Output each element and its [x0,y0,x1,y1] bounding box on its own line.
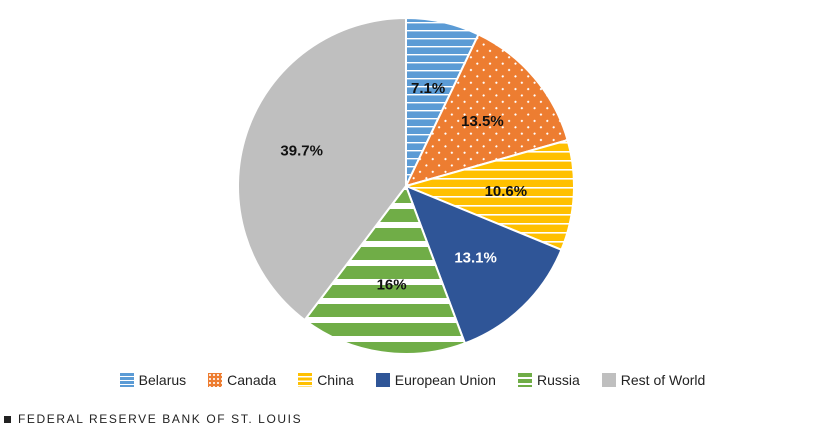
legend-swatch-rest-of-world [601,373,616,387]
legend-label-belarus: Belarus [138,372,187,388]
legend-swatch-russia [517,373,532,387]
slice-label-rest-of-world: 39.7% [280,143,323,160]
footer-square-icon [4,415,11,423]
legend-label-russia: Russia [536,372,580,388]
legend-item-canada: Canada [208,372,276,388]
legend-label-china: China [317,372,354,388]
legend-swatch-canada [208,373,223,387]
slice-label-russia: 16% [377,276,407,293]
legend-item-russia: Russia [517,372,580,388]
slice-rest-of-world [237,16,407,322]
footer-source: FEDERAL RESERVE BANK OF ST. LOUIS [18,412,303,426]
slice-label-european-union: 13.1% [454,249,497,266]
legend-label-european-union: European Union [394,372,496,388]
legend-label-canada: Canada [227,372,277,388]
slice-russia [303,183,467,355]
legend-item-rest-of-world: Rest of World [601,372,706,388]
legend-item-european-union: European Union [375,372,496,388]
slice-label-belarus: 7.1% [411,80,445,97]
pie-labels: 7.1% 13.5% 10.6% 13.1% 16% 39.7% [280,80,527,293]
legend-label-rest-of-world: Rest of World [620,372,706,388]
pie-slices [237,16,575,355]
pie-chart: 7.1% 13.5% 10.6% 13.1% 16% 39.7% [237,16,575,355]
legend-item-china: China [298,372,354,388]
legend-item-belarus: Belarus [119,372,187,388]
slice-label-china: 10.6% [485,183,528,200]
legend-swatch-china [298,373,313,387]
legend: Belarus Canada China European Union Russ… [0,372,825,388]
slice-label-canada: 13.5% [461,113,504,130]
slice-european-union [404,184,563,345]
legend-swatch-european-union [375,373,390,387]
slice-china [402,138,575,252]
footer: FEDERAL RESERVE BANK OF ST. LOUIS [4,412,302,426]
legend-swatch-belarus [119,373,134,387]
slice-canada [404,33,569,188]
